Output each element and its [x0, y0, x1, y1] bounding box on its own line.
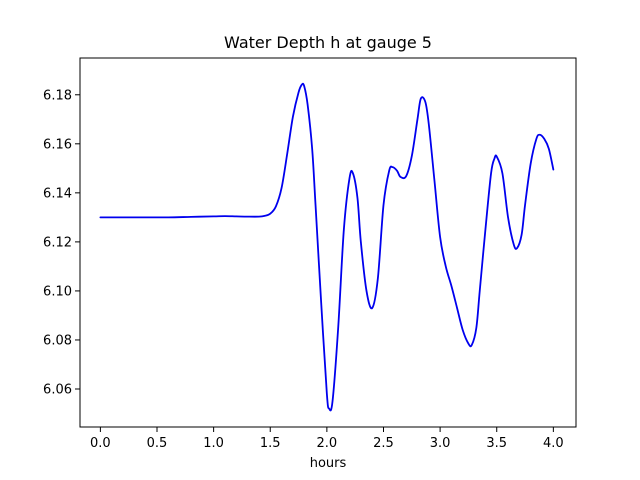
y-axis: 6.06 6.08 6.10 6.12 6.14 6.16 6.18 [43, 88, 80, 397]
x-tick-label: 3.0 [430, 436, 451, 451]
y-tick-label: 6.12 [43, 235, 72, 250]
x-tick-label: 2.0 [317, 436, 338, 451]
plot-frame [79, 57, 577, 428]
x-tick-label: 4.0 [543, 436, 564, 451]
x-tick-label: 0.5 [147, 436, 168, 451]
x-tick-label: 1.5 [260, 436, 281, 451]
y-tick-label: 6.16 [43, 137, 72, 152]
x-tick-label: 3.5 [486, 436, 507, 451]
x-axis-title: hours [310, 456, 347, 471]
series-line [99, 82, 555, 412]
plot-area [79, 57, 577, 428]
y-tick-label: 6.10 [43, 284, 72, 299]
chart-title: Water Depth h at gauge 5 [224, 33, 432, 52]
x-tick-label: 2.5 [373, 436, 394, 451]
y-tick-label: 6.06 [43, 382, 72, 397]
y-tick-label: 6.18 [43, 88, 72, 103]
x-axis: 0.0 0.5 1.0 1.5 2.0 2.5 3.0 3.5 4.0 [90, 427, 564, 451]
y-tick-label: 6.14 [43, 186, 72, 201]
x-tick-label: 0.0 [90, 436, 111, 451]
x-tick-label: 1.0 [203, 436, 224, 451]
y-tick-label: 6.08 [43, 333, 72, 348]
